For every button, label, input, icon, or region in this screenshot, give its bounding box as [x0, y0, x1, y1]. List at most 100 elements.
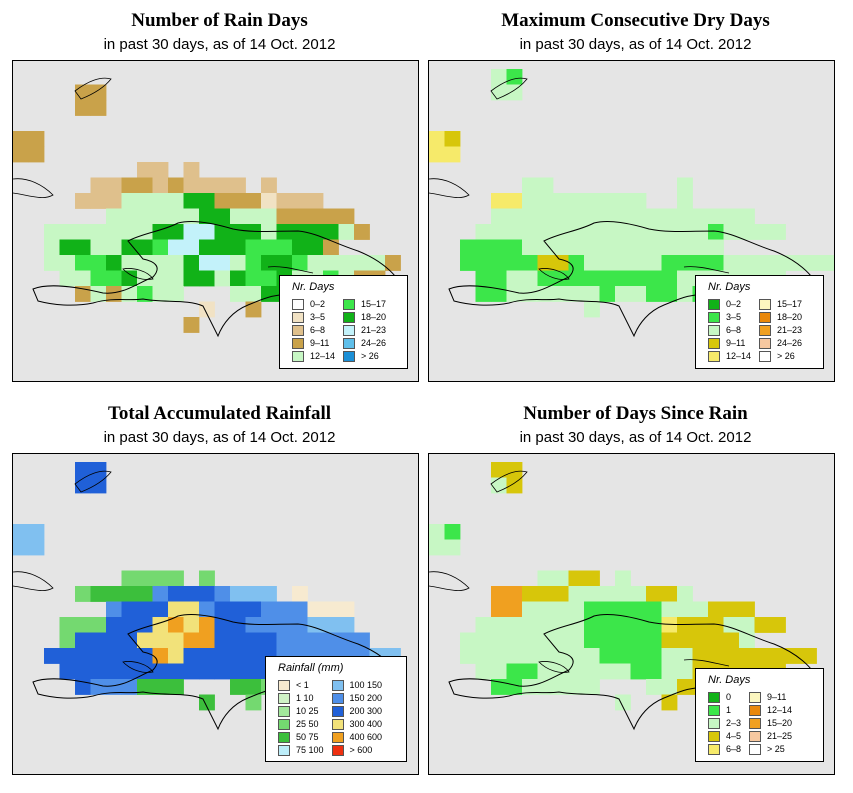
grid-cell: [152, 193, 169, 209]
grid-cell: [106, 632, 122, 649]
grid-cell: [460, 648, 476, 664]
grid-cell: [137, 286, 153, 302]
grid-cell: [754, 617, 771, 633]
grid-cell: [106, 648, 122, 664]
legend-item: 12–14: [749, 704, 792, 716]
grid-cell: [152, 286, 169, 302]
grid-cell: [661, 679, 678, 695]
grid-cell: [245, 586, 262, 602]
grid-cell: [90, 462, 107, 478]
grid-cell: [230, 586, 246, 602]
grid-cell: [723, 648, 740, 664]
legend-column: 0–2 3–5 6–8 9–11 12–14: [708, 298, 751, 362]
grid-cell: [121, 255, 138, 271]
grid-cell: [261, 601, 277, 618]
legend-label: 6–8: [310, 325, 326, 335]
grid-cell: [584, 208, 600, 225]
grid-cell: [13, 131, 29, 147]
grid-cell: [106, 617, 122, 633]
legend-items: 0–2 3–5 6–8 9–11 12–14 15–17 18–20 21–23 24–26 > …: [292, 298, 386, 362]
grid-cell: [770, 648, 786, 664]
grid-cell: [323, 239, 339, 256]
grid-cell: [230, 648, 246, 664]
legend-item: 300 400: [331, 718, 382, 730]
grid-cell: [183, 632, 200, 649]
legend-items: 0–2 3–5 6–8 9–11 12–14 15–17 18–20 21–23 24–26 > …: [708, 298, 802, 362]
grid-cell: [537, 270, 554, 287]
grid-cell: [214, 208, 231, 225]
grid-cell: [90, 193, 107, 209]
grid-cell: [214, 663, 231, 680]
grid-cell: [28, 524, 45, 540]
grid-cell: [75, 586, 91, 602]
legend-swatch: [278, 718, 290, 730]
legend-swatch: [292, 337, 304, 349]
legend-swatch: [331, 679, 344, 691]
grid-cell: [106, 679, 122, 695]
grid-cell: [307, 239, 324, 256]
grid-cell: [168, 586, 184, 602]
grid-cell: [106, 224, 122, 240]
grid-cell: [491, 617, 507, 633]
grid-cell: [168, 270, 184, 287]
grid-cell: [214, 601, 231, 618]
grid-cell: [537, 601, 554, 618]
legend-label: 4–5: [726, 731, 742, 741]
grid-cell: [199, 601, 215, 618]
grid-cell: [121, 570, 138, 587]
grid-cell: [276, 632, 293, 649]
grid-cell: [677, 239, 693, 256]
panel-since-rain: Number of Days Since Rain in past 30 day…: [428, 393, 843, 783]
grid-cell: [661, 648, 678, 664]
grid-cell: [506, 193, 523, 209]
grid-cell: [522, 286, 538, 302]
grid-cell: [584, 224, 600, 240]
grid-cell: [522, 239, 538, 256]
legend-label: 50 75: [296, 732, 319, 742]
legend-swatch: [331, 718, 344, 730]
grid-cell: [261, 177, 277, 194]
grid-cell: [506, 648, 523, 664]
grid-cell: [168, 663, 184, 680]
grid-cell: [584, 270, 600, 287]
grid-cell: [261, 270, 277, 287]
grid-cell: [491, 632, 507, 649]
grid-cell: [199, 193, 215, 209]
grid-cell: [646, 648, 662, 664]
grid-cell: [444, 131, 461, 147]
grid-cell: [90, 679, 107, 695]
grid-cell: [599, 286, 616, 302]
grid-cell: [199, 208, 215, 225]
grid-cell: [276, 239, 293, 256]
legend-label: 18–20: [361, 312, 387, 322]
grid-cell: [630, 255, 647, 271]
grid-cell: [137, 601, 153, 618]
grid-cell: [44, 224, 60, 240]
grid-cell: [276, 208, 293, 225]
legend-label: 200 300: [349, 706, 383, 716]
legend-swatch: [278, 744, 290, 756]
grid-cell: [214, 617, 231, 633]
grid-cell: [568, 601, 585, 618]
legend-swatch: [759, 298, 772, 310]
legend-label: 9–11: [310, 338, 330, 348]
legend-item: 1 10: [278, 692, 324, 704]
grid-cell: [692, 617, 709, 633]
grid-cell: [491, 586, 507, 602]
grid-cell: [245, 694, 262, 711]
grid-cell: [677, 208, 693, 225]
grid-cell: [75, 617, 91, 633]
grid-cell: [199, 177, 215, 194]
grid-cell: [630, 193, 647, 209]
grid-cell: [630, 239, 647, 256]
grid-cell: [739, 224, 755, 240]
grid-cell: [522, 632, 538, 649]
grid-cell: [168, 286, 184, 302]
legend-swatch: [292, 298, 304, 310]
grid-cell: [677, 663, 693, 680]
legend-swatch: [331, 692, 344, 704]
legend-item: 9–11: [708, 337, 751, 349]
grid-cell: [199, 255, 215, 271]
grid-cell: [59, 255, 76, 271]
grid-cell: [708, 208, 724, 225]
